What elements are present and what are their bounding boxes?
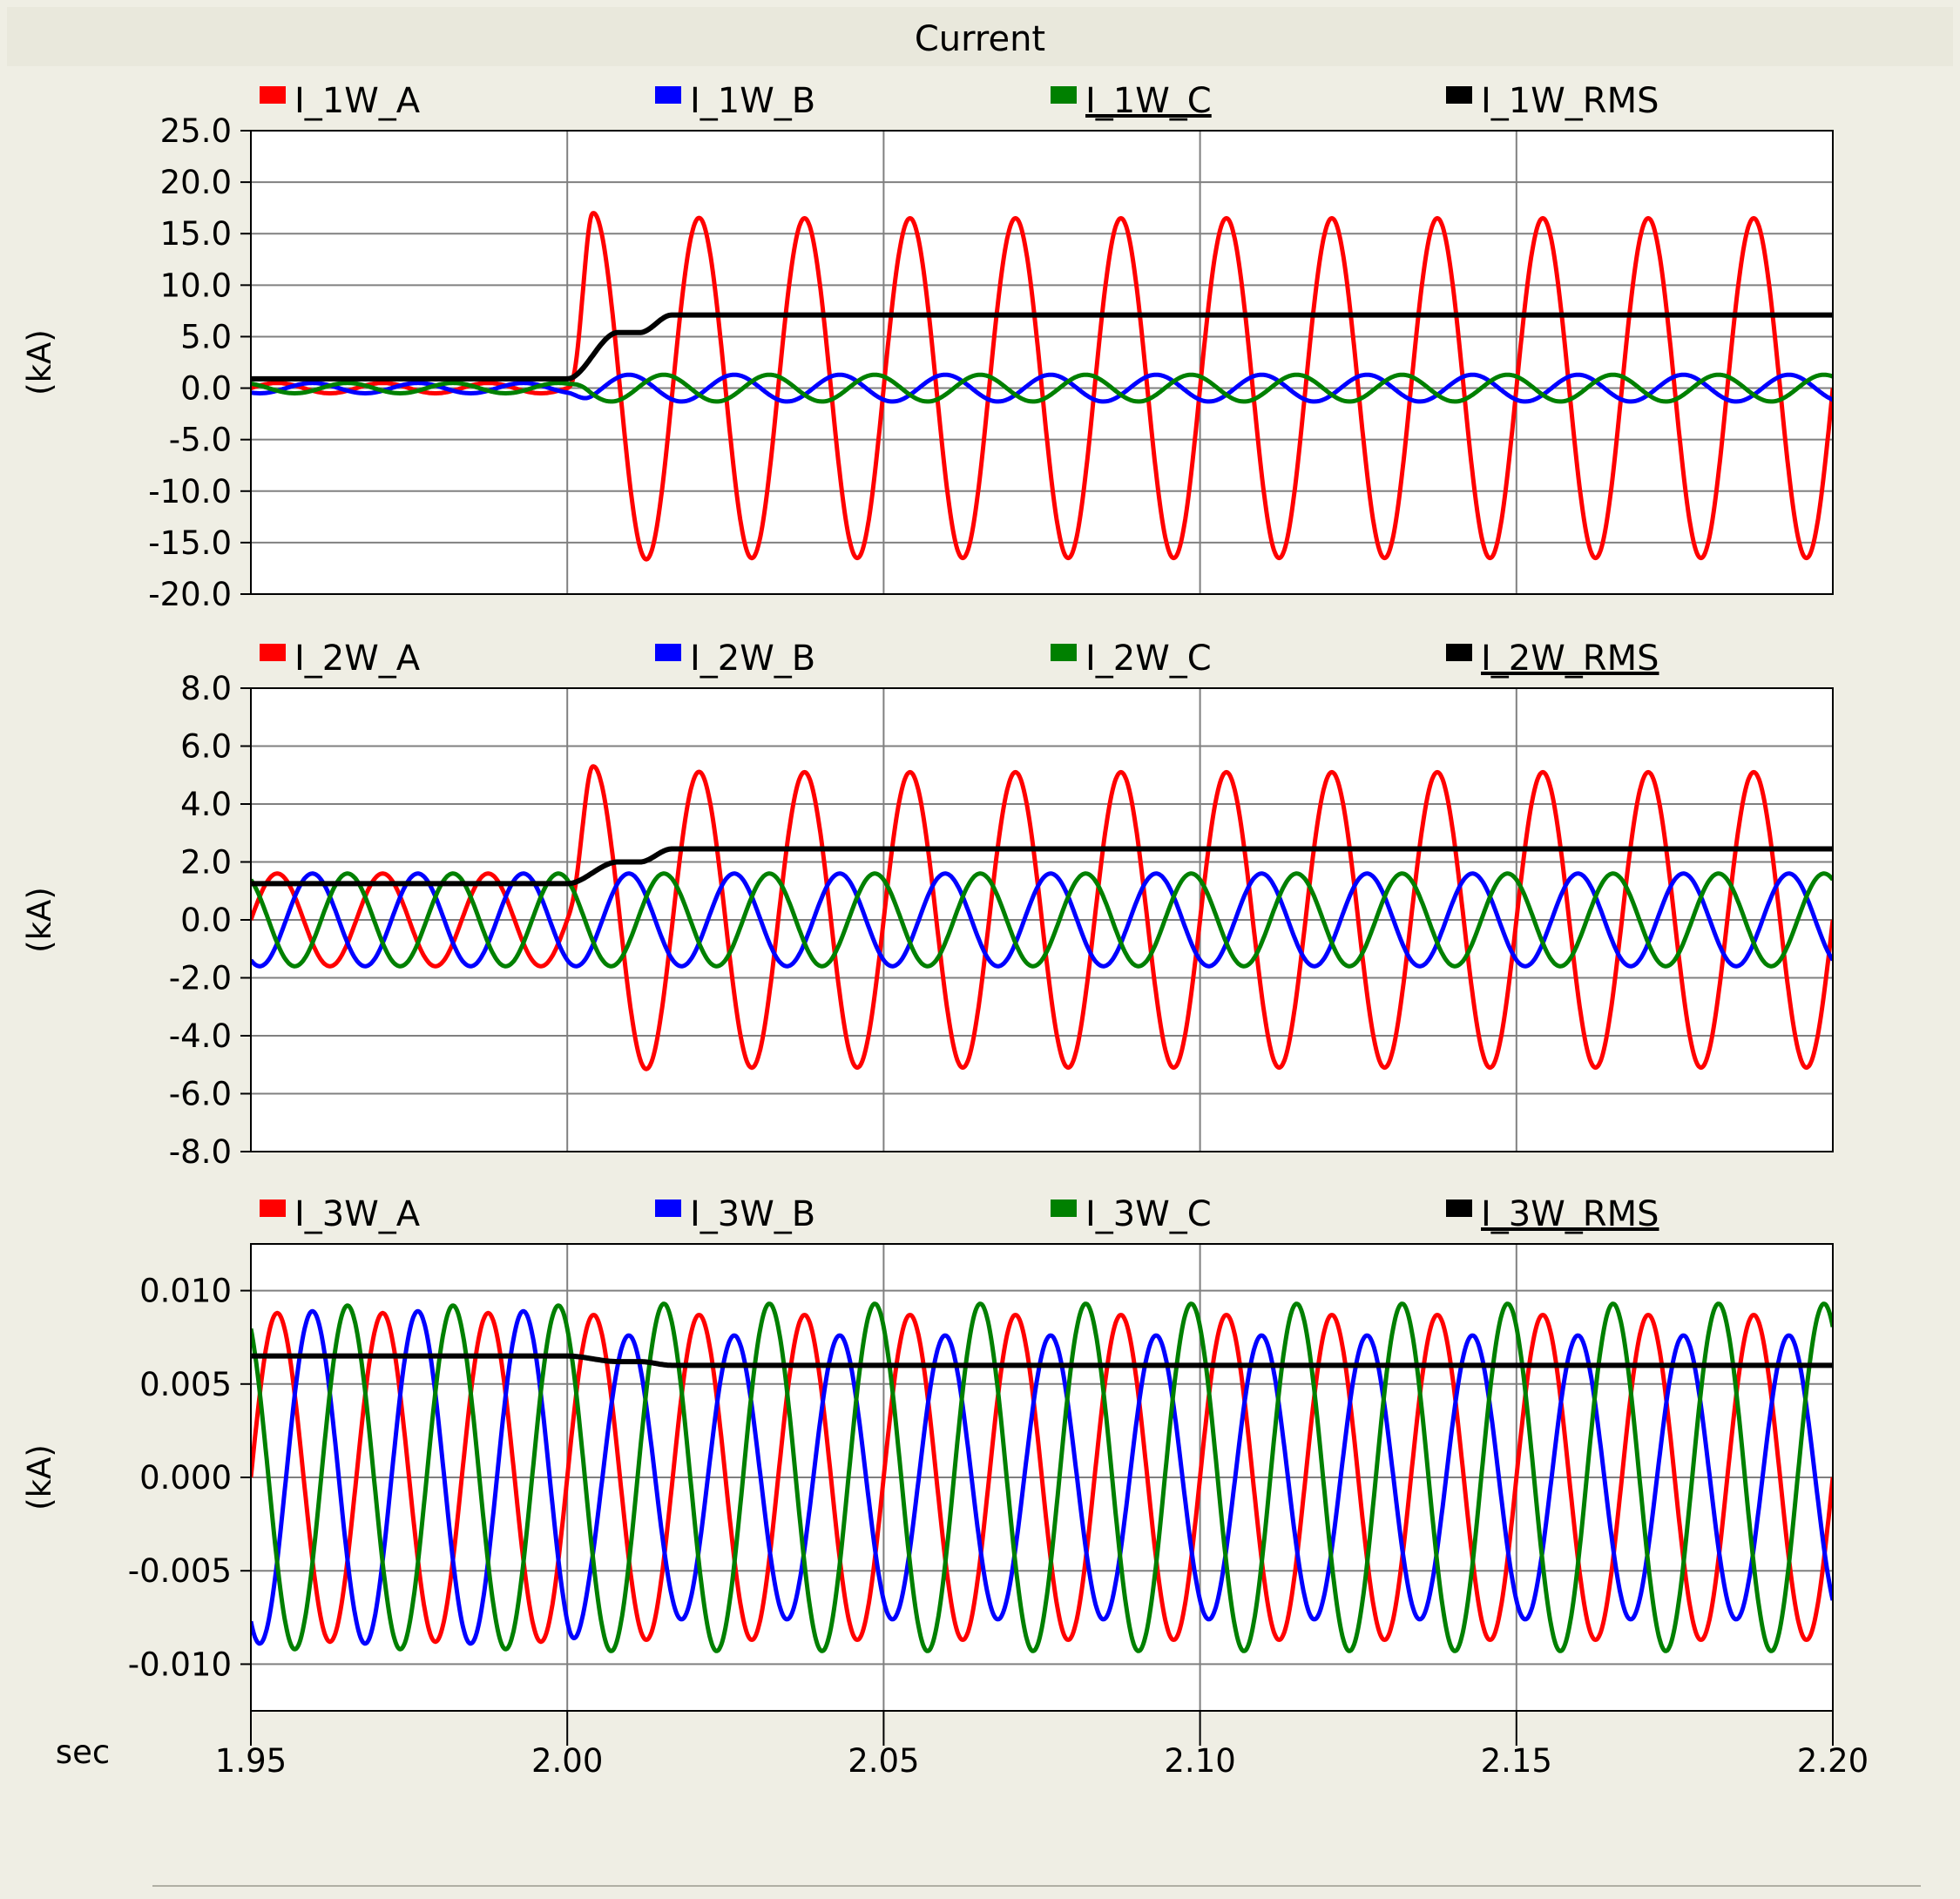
legend-item-i-1w-rms[interactable]: I_1W_RMS (1446, 81, 1659, 121)
y-tick-label: 0.010 (139, 1273, 232, 1310)
y-tick-label: 2.0 (180, 844, 232, 882)
legend-swatch (260, 644, 286, 661)
y-tick-label: 4.0 (180, 786, 232, 823)
panel-2: 8.0 6.0 4.0 2.0 0.0 -2.0 -4.0 -6.0 -8.0 (kA) I_2W_… (21, 639, 1834, 1171)
legend-swatch (1051, 86, 1077, 104)
y-axis-label: (kA) (21, 329, 58, 395)
panel-1: 25.0 20.0 15.0 10.0 5.0 0.0 -5.0 -10.0 -15.0 -20.… (21, 81, 1834, 613)
x-tick-label: 1.95 (215, 1742, 287, 1780)
plot-frame (250, 1243, 1834, 1712)
legend-label: I_3W_C (1085, 1194, 1212, 1234)
y-tick-label: -4.0 (169, 1017, 232, 1055)
legend-label: I_1W_C (1085, 81, 1212, 121)
x-tick-label: 2.20 (1797, 1742, 1869, 1780)
x-axis-label: sec (56, 1733, 110, 1771)
plot-frame (250, 130, 1834, 595)
series-line-i-1w-c (251, 372, 1833, 404)
legend-swatch (1446, 1200, 1472, 1217)
legend-label: I_3W_RMS (1481, 1194, 1659, 1234)
legend-label: I_3W_A (294, 1194, 421, 1234)
y-tick-label: 0.000 (139, 1459, 232, 1497)
x-tick-label: 2.00 (531, 1742, 603, 1780)
y-tick-label: 6.0 (180, 728, 232, 766)
series-line-i-3w-b (251, 1308, 1833, 1646)
legend-swatch (655, 86, 681, 104)
legend-label: I_2W_B (690, 639, 815, 679)
x-tick-label: 2.15 (1481, 1742, 1552, 1780)
series-line-i-1w-rms (251, 312, 1833, 382)
series-line-i-1w-a (251, 211, 1833, 562)
y-tick-label: 25.0 (160, 112, 232, 150)
y-axis-label: (kA) (21, 887, 58, 953)
legend-label: I_2W_A (294, 639, 421, 679)
y-tick-label: 20.0 (160, 164, 232, 201)
y-tick-label: -15.0 (148, 524, 232, 562)
legend-swatch (1051, 644, 1077, 661)
y-tick-label: 10.0 (160, 267, 232, 304)
legend-swatch (1446, 86, 1472, 104)
y-tick-label: -8.0 (169, 1133, 232, 1171)
x-axis: 1.95 2.00 2.05 2.10 2.15 2.20 sec (56, 1711, 1869, 1780)
y-tick-label: -6.0 (169, 1076, 232, 1113)
series-line-i-2w-a (251, 764, 1833, 1071)
y-tick-label: -20.0 (148, 576, 232, 613)
legend-swatch (260, 1200, 286, 1217)
y-tick-label: 0.0 (180, 370, 232, 408)
series-line-i-3w-a (251, 1310, 1833, 1645)
legend-item-i-2w-c[interactable]: I_2W_C (1051, 639, 1212, 679)
y-tick-label: 5.0 (180, 318, 232, 355)
legend-item-i-3w-a[interactable]: I_3W_A (260, 1194, 421, 1234)
legend-label: I_3W_B (690, 1194, 815, 1234)
panel-3: 0.010 0.005 0.000 -0.005 -0.010 (kA) I_3W_A I_3… (21, 1194, 1834, 1712)
legend-swatch (655, 1200, 681, 1217)
legend-label: I_1W_B (690, 81, 815, 121)
series-line-i-1w-b (251, 372, 1833, 404)
legend-item-i-1w-a[interactable]: I_1W_A (260, 81, 421, 121)
legend-label: I_2W_RMS (1481, 639, 1659, 679)
y-tick-label: -5.0 (169, 422, 232, 459)
y-tick-label: -10.0 (148, 473, 232, 510)
legend-item-i-3w-c[interactable]: I_3W_C (1051, 1194, 1212, 1234)
legend-label: I_2W_C (1085, 639, 1212, 679)
y-tick-label: 8.0 (180, 670, 232, 707)
legend-swatch (260, 86, 286, 104)
legend-item-i-2w-rms[interactable]: I_2W_RMS (1446, 639, 1659, 679)
legend-item-i-1w-c[interactable]: I_1W_C (1051, 81, 1212, 121)
series-line-i-2w-b (251, 871, 1833, 969)
y-tick-label: -0.005 (128, 1552, 232, 1590)
legend-swatch (655, 644, 681, 661)
legend-label: I_1W_A (294, 81, 421, 121)
x-tick-label: 2.05 (848, 1742, 919, 1780)
series-line-i-2w-c (251, 871, 1833, 969)
legend-swatch (1446, 644, 1472, 661)
legend-item-i-3w-rms[interactable]: I_3W_RMS (1446, 1194, 1659, 1234)
legend-item-i-2w-a[interactable]: I_2W_A (260, 639, 421, 679)
y-tick-label: -0.010 (128, 1646, 232, 1683)
chart-panels: 25.0 20.0 15.0 10.0 5.0 0.0 -5.0 -10.0 -15.0 -20.… (21, 81, 1834, 1712)
legend-item-i-3w-b[interactable]: I_3W_B (655, 1194, 815, 1234)
series-line-i-3w-c (251, 1301, 1833, 1653)
y-tick-label: 15.0 (160, 215, 232, 253)
y-tick-label: 0.005 (139, 1366, 232, 1403)
legend-label: I_1W_RMS (1481, 81, 1659, 121)
series-line-i-2w-rms (251, 846, 1833, 887)
y-axis-label: (kA) (21, 1444, 58, 1510)
plot-area-1 (251, 131, 1833, 594)
y-tick-label: 0.0 (180, 902, 232, 939)
x-tick-label: 2.10 (1164, 1742, 1235, 1780)
window-title-bar (7, 7, 1953, 66)
y-tick-label: -2.0 (169, 960, 232, 997)
window-title: Current (915, 19, 1045, 59)
plot-frame (250, 687, 1834, 1152)
legend-swatch (1051, 1200, 1077, 1217)
legend-item-i-1w-b[interactable]: I_1W_B (655, 81, 815, 121)
legend-item-i-2w-b[interactable]: I_2W_B (655, 639, 815, 679)
series-line-i-3w-rms (251, 1353, 1833, 1368)
